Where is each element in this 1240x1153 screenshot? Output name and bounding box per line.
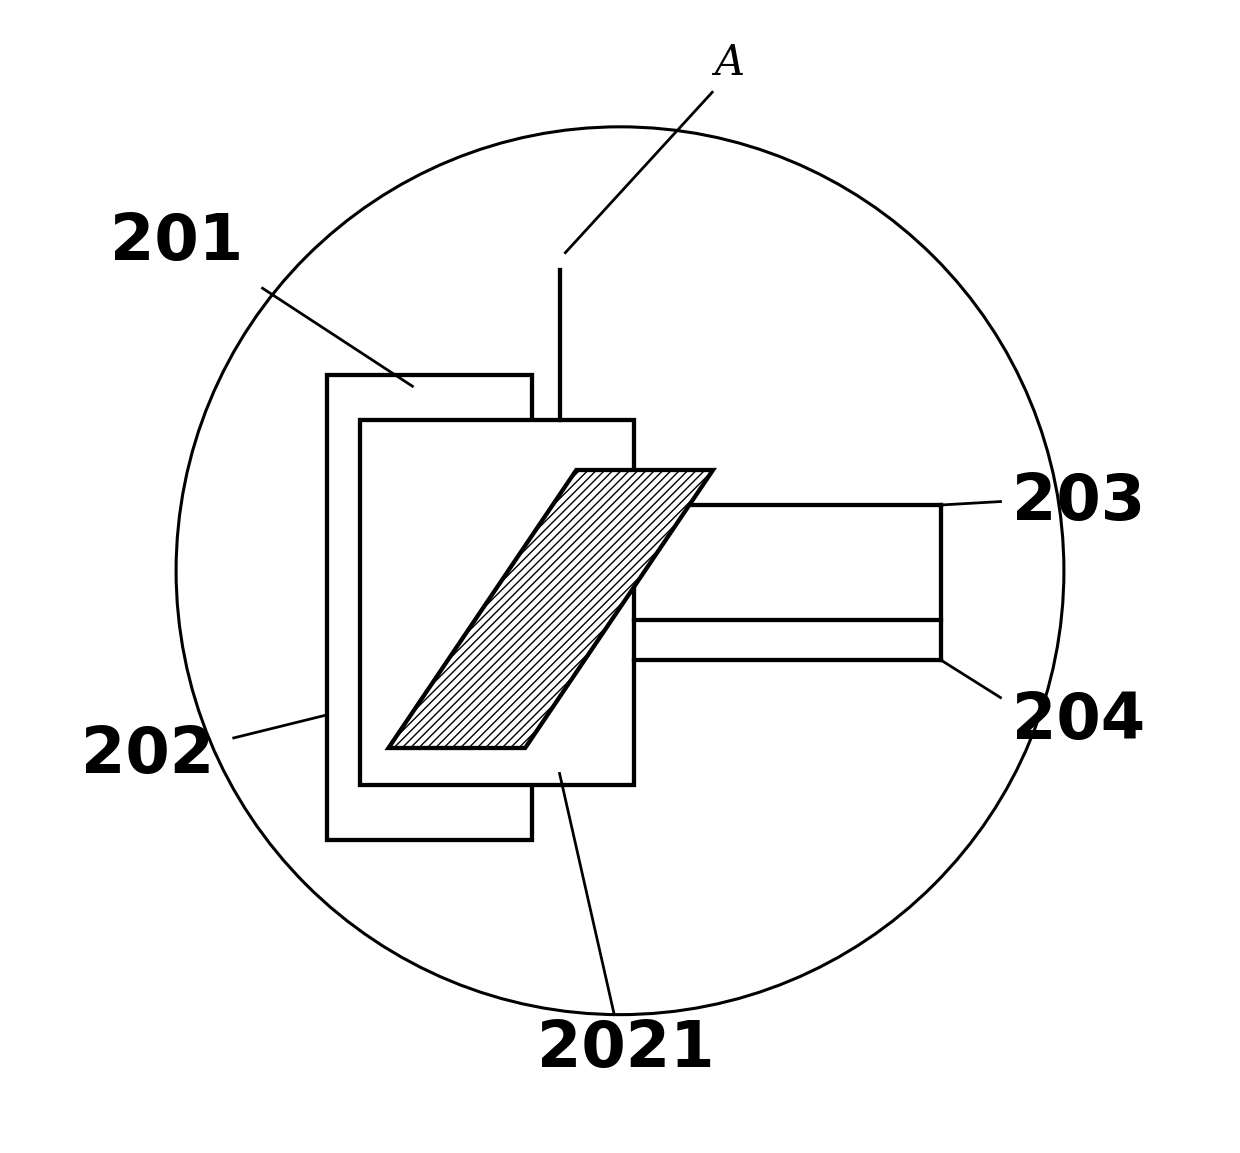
Text: 201: 201 [109,211,243,273]
Text: 204: 204 [1012,689,1146,752]
Text: 202: 202 [81,724,213,786]
Text: A: A [714,43,744,84]
Bar [360,420,634,785]
Text: 203: 203 [1012,470,1146,533]
Bar [327,375,532,841]
Polygon shape [388,470,713,748]
Text: 2021: 2021 [537,1018,714,1080]
